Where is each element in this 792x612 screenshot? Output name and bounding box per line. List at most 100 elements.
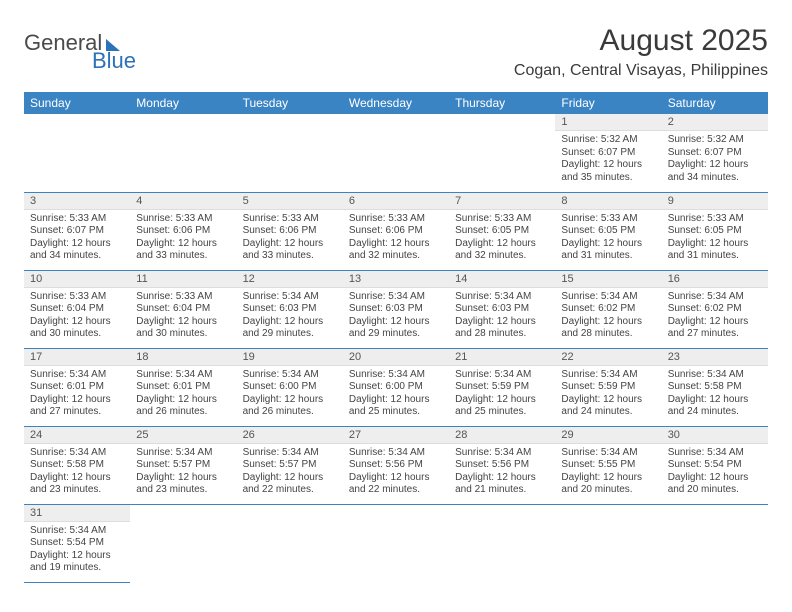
sunrise-line: Sunrise: 5:33 AM	[668, 213, 762, 226]
sunset-line: Sunset: 6:02 PM	[668, 303, 762, 316]
sunset-line: Sunset: 5:59 PM	[561, 381, 655, 394]
sunrise-line: Sunrise: 5:34 AM	[668, 447, 762, 460]
day-number: 26	[237, 427, 343, 444]
daylight-line: Daylight: 12 hours and 24 minutes.	[668, 394, 762, 419]
sunrise-line: Sunrise: 5:34 AM	[349, 291, 443, 304]
day-details: Sunrise: 5:33 AMSunset: 6:05 PMDaylight:…	[449, 210, 555, 266]
sunset-line: Sunset: 6:07 PM	[668, 147, 762, 160]
title-block: August 2025 Cogan, Central Visayas, Phil…	[514, 24, 768, 80]
day-details: Sunrise: 5:34 AMSunset: 5:55 PMDaylight:…	[555, 444, 661, 500]
sunset-line: Sunset: 6:01 PM	[30, 381, 124, 394]
calendar-row: 1Sunrise: 5:32 AMSunset: 6:07 PMDaylight…	[24, 114, 768, 192]
sunrise-line: Sunrise: 5:34 AM	[561, 447, 655, 460]
sunset-line: Sunset: 6:06 PM	[349, 225, 443, 238]
sunrise-line: Sunrise: 5:33 AM	[30, 291, 124, 304]
sunrise-line: Sunrise: 5:34 AM	[561, 369, 655, 382]
calendar-cell: 8Sunrise: 5:33 AMSunset: 6:05 PMDaylight…	[555, 192, 661, 270]
day-number: 6	[343, 193, 449, 210]
day-number: 31	[24, 505, 130, 522]
sunset-line: Sunset: 6:07 PM	[561, 147, 655, 160]
calendar-cell: 7Sunrise: 5:33 AMSunset: 6:05 PMDaylight…	[449, 192, 555, 270]
day-details: Sunrise: 5:33 AMSunset: 6:05 PMDaylight:…	[555, 210, 661, 266]
daylight-line: Daylight: 12 hours and 26 minutes.	[243, 394, 337, 419]
calendar-cell: 4Sunrise: 5:33 AMSunset: 6:06 PMDaylight…	[130, 192, 236, 270]
calendar-cell: 23Sunrise: 5:34 AMSunset: 5:58 PMDayligh…	[662, 348, 768, 426]
calendar-cell: 14Sunrise: 5:34 AMSunset: 6:03 PMDayligh…	[449, 270, 555, 348]
calendar-cell-empty	[130, 504, 236, 582]
sunset-line: Sunset: 6:00 PM	[243, 381, 337, 394]
day-details: Sunrise: 5:34 AMSunset: 5:58 PMDaylight:…	[24, 444, 130, 500]
day-number: 4	[130, 193, 236, 210]
day-details: Sunrise: 5:34 AMSunset: 6:03 PMDaylight:…	[237, 288, 343, 344]
calendar-table: Sunday Monday Tuesday Wednesday Thursday…	[24, 92, 768, 583]
calendar-cell: 27Sunrise: 5:34 AMSunset: 5:56 PMDayligh…	[343, 426, 449, 504]
day-number: 13	[343, 271, 449, 288]
day-details: Sunrise: 5:34 AMSunset: 5:57 PMDaylight:…	[237, 444, 343, 500]
sunset-line: Sunset: 6:02 PM	[561, 303, 655, 316]
day-details: Sunrise: 5:34 AMSunset: 5:57 PMDaylight:…	[130, 444, 236, 500]
sunrise-line: Sunrise: 5:33 AM	[136, 213, 230, 226]
sunrise-line: Sunrise: 5:34 AM	[243, 369, 337, 382]
calendar-row: 17Sunrise: 5:34 AMSunset: 6:01 PMDayligh…	[24, 348, 768, 426]
day-number: 12	[237, 271, 343, 288]
location-subtitle: Cogan, Central Visayas, Philippines	[514, 62, 768, 80]
calendar-cell: 18Sunrise: 5:34 AMSunset: 6:01 PMDayligh…	[130, 348, 236, 426]
day-number: 14	[449, 271, 555, 288]
calendar-cell: 17Sunrise: 5:34 AMSunset: 6:01 PMDayligh…	[24, 348, 130, 426]
weekday-header: Sunday	[24, 92, 130, 114]
sunrise-line: Sunrise: 5:34 AM	[668, 369, 762, 382]
sunrise-line: Sunrise: 5:33 AM	[561, 213, 655, 226]
calendar-cell: 9Sunrise: 5:33 AMSunset: 6:05 PMDaylight…	[662, 192, 768, 270]
day-number: 25	[130, 427, 236, 444]
calendar-cell: 5Sunrise: 5:33 AMSunset: 6:06 PMDaylight…	[237, 192, 343, 270]
day-number: 17	[24, 349, 130, 366]
sunset-line: Sunset: 6:03 PM	[349, 303, 443, 316]
sunrise-line: Sunrise: 5:33 AM	[349, 213, 443, 226]
calendar-cell: 13Sunrise: 5:34 AMSunset: 6:03 PMDayligh…	[343, 270, 449, 348]
sunrise-line: Sunrise: 5:32 AM	[561, 134, 655, 147]
day-number: 24	[24, 427, 130, 444]
calendar-cell: 28Sunrise: 5:34 AMSunset: 5:56 PMDayligh…	[449, 426, 555, 504]
sunset-line: Sunset: 6:06 PM	[136, 225, 230, 238]
daylight-line: Daylight: 12 hours and 22 minutes.	[349, 472, 443, 497]
daylight-line: Daylight: 12 hours and 32 minutes.	[455, 238, 549, 263]
day-number: 21	[449, 349, 555, 366]
sunrise-line: Sunrise: 5:34 AM	[136, 369, 230, 382]
sunset-line: Sunset: 5:56 PM	[455, 459, 549, 472]
sunset-line: Sunset: 6:05 PM	[455, 225, 549, 238]
sunrise-line: Sunrise: 5:34 AM	[136, 447, 230, 460]
day-details: Sunrise: 5:34 AMSunset: 5:58 PMDaylight:…	[662, 366, 768, 422]
day-number: 15	[555, 271, 661, 288]
day-details: Sunrise: 5:34 AMSunset: 6:03 PMDaylight:…	[343, 288, 449, 344]
daylight-line: Daylight: 12 hours and 27 minutes.	[668, 316, 762, 341]
calendar-cell: 12Sunrise: 5:34 AMSunset: 6:03 PMDayligh…	[237, 270, 343, 348]
daylight-line: Daylight: 12 hours and 27 minutes.	[30, 394, 124, 419]
day-details: Sunrise: 5:34 AMSunset: 6:02 PMDaylight:…	[662, 288, 768, 344]
calendar-cell: 22Sunrise: 5:34 AMSunset: 5:59 PMDayligh…	[555, 348, 661, 426]
daylight-line: Daylight: 12 hours and 20 minutes.	[668, 472, 762, 497]
calendar-cell-empty	[237, 114, 343, 192]
daylight-line: Daylight: 12 hours and 20 minutes.	[561, 472, 655, 497]
calendar-cell: 2Sunrise: 5:32 AMSunset: 6:07 PMDaylight…	[662, 114, 768, 192]
calendar-row: 3Sunrise: 5:33 AMSunset: 6:07 PMDaylight…	[24, 192, 768, 270]
weekday-header: Monday	[130, 92, 236, 114]
daylight-line: Daylight: 12 hours and 22 minutes.	[243, 472, 337, 497]
sunrise-line: Sunrise: 5:32 AM	[668, 134, 762, 147]
month-title: August 2025	[514, 24, 768, 58]
calendar-cell-empty	[237, 504, 343, 582]
calendar-cell-empty	[555, 504, 661, 582]
day-number: 30	[662, 427, 768, 444]
sunset-line: Sunset: 6:03 PM	[455, 303, 549, 316]
daylight-line: Daylight: 12 hours and 33 minutes.	[243, 238, 337, 263]
day-details: Sunrise: 5:34 AMSunset: 5:56 PMDaylight:…	[343, 444, 449, 500]
day-number: 2	[662, 114, 768, 131]
day-number: 28	[449, 427, 555, 444]
day-details: Sunrise: 5:32 AMSunset: 6:07 PMDaylight:…	[555, 131, 661, 187]
calendar-cell: 29Sunrise: 5:34 AMSunset: 5:55 PMDayligh…	[555, 426, 661, 504]
day-details: Sunrise: 5:34 AMSunset: 6:02 PMDaylight:…	[555, 288, 661, 344]
weekday-header: Tuesday	[237, 92, 343, 114]
day-number: 5	[237, 193, 343, 210]
day-details: Sunrise: 5:34 AMSunset: 6:03 PMDaylight:…	[449, 288, 555, 344]
day-number: 19	[237, 349, 343, 366]
sunrise-line: Sunrise: 5:33 AM	[30, 213, 124, 226]
